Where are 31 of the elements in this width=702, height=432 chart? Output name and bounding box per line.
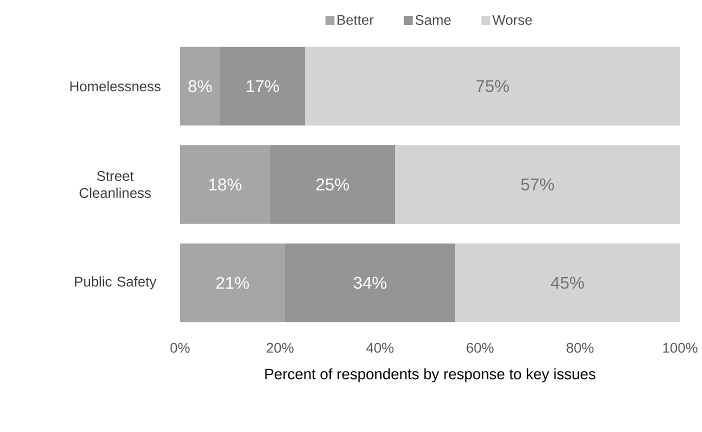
data-label: 45%: [550, 276, 584, 289]
data-label: 18%: [209, 178, 242, 191]
bar: [395, 145, 680, 224]
data-label: 57%: [521, 178, 554, 190]
data-label: 34%: [354, 276, 386, 289]
y-tick-label: Homelessness: [70, 81, 161, 92]
legend-label: Same: [415, 15, 451, 25]
bar: [180, 244, 286, 322]
data-label: 17%: [246, 80, 279, 92]
legend-label: Worse: [492, 15, 532, 25]
x-axis-title: Percent of respondents by response to key issues: [265, 368, 596, 382]
bar: [270, 145, 396, 224]
x-tick-label: 80%: [566, 342, 594, 353]
x-tick-label: 100%: [663, 342, 698, 353]
data-label: 21%: [216, 276, 249, 289]
x-tick-label: 20%: [266, 342, 294, 353]
y-tick-label: Public Safety: [75, 276, 156, 290]
bar: [180, 145, 270, 224]
x-tick-label: 0%: [170, 342, 190, 353]
data-label: 75%: [476, 80, 509, 92]
bar: [455, 244, 680, 322]
x-tick-label: 60%: [466, 342, 494, 353]
bar: [180, 46, 220, 126]
y-tick-label: Street Cleanliness: [80, 171, 151, 198]
bar: [305, 46, 680, 126]
data-label: 25%: [316, 178, 349, 191]
x-tick-label: 40%: [366, 342, 394, 353]
legend-label: Better: [338, 15, 374, 25]
bar: [285, 244, 456, 322]
bar: [220, 46, 306, 126]
data-label: 8%: [188, 80, 212, 92]
